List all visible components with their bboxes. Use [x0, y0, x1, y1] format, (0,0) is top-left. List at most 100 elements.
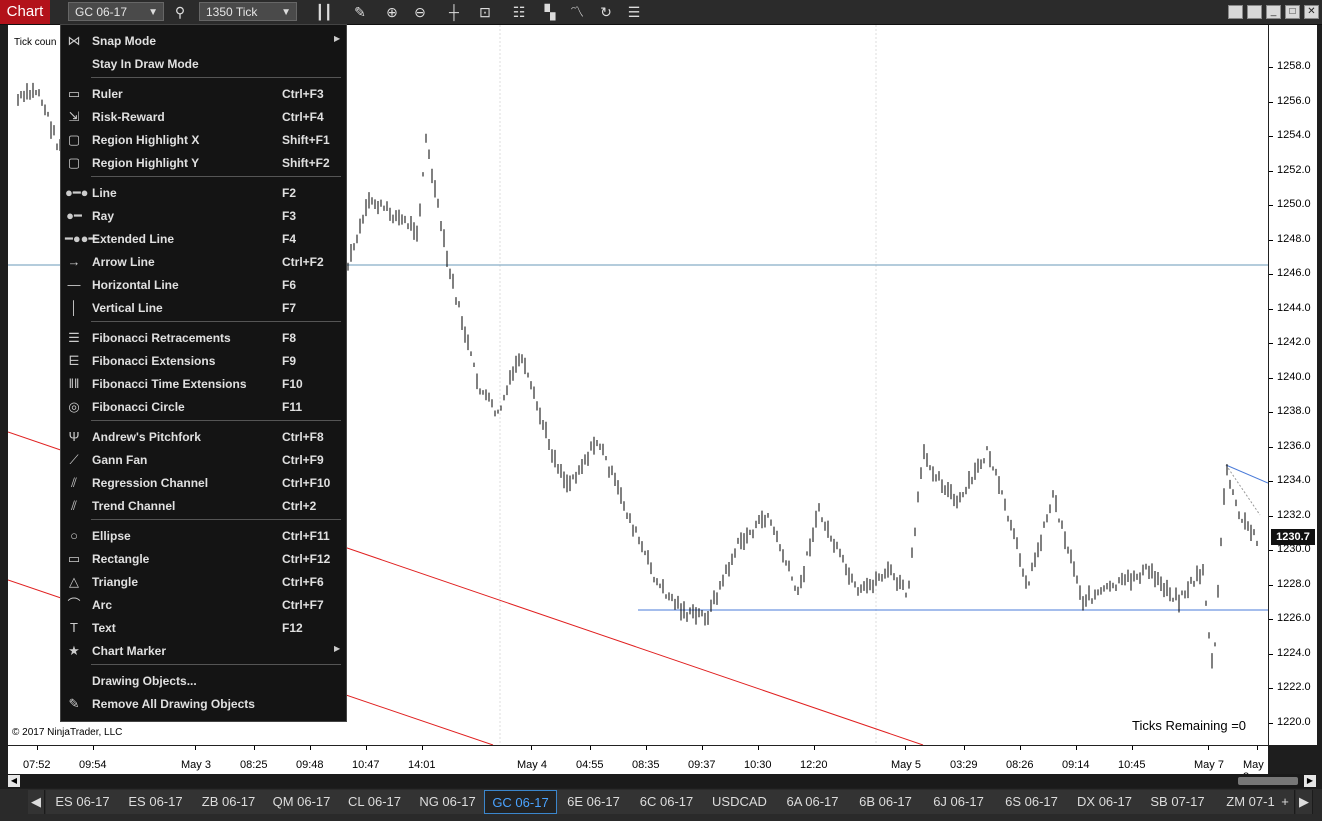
menu-item-shortcut: F3 [282, 209, 297, 223]
instrument-tab[interactable]: ES 06-17 [119, 790, 193, 814]
instrument-tabs: ◀ ES 06-17 ES 06-17 ZB 06-17 QM 06-17 CL 06-… [0, 789, 1322, 821]
instrument-tab[interactable]: NG 06-17 [411, 790, 485, 814]
arrow-line-icon: → [67, 254, 81, 269]
pencil-icon[interactable]: ✎ [354, 4, 366, 20]
window-tile-icon[interactable] [1247, 5, 1262, 19]
scroll-thumb[interactable] [1238, 777, 1298, 785]
menu-item-label: Fibonacci Time Extensions [92, 377, 247, 391]
instrument-tab[interactable]: 6J 06-17 [922, 790, 996, 814]
price-tick [1269, 67, 1273, 68]
data-box-icon[interactable]: ⊡ [479, 4, 491, 20]
menu-item-triangle[interactable]: △ Triangle Ctrl+F6 [61, 571, 346, 593]
time-tick [366, 746, 367, 750]
list-icon[interactable]: ☰ [627, 4, 641, 20]
menu-item-arc[interactable]: ⌒ Arc Ctrl+F7 [61, 594, 346, 616]
menu-item-fibonacci-retracements[interactable]: ☰ Fibonacci Retracements F8 [61, 327, 346, 349]
menu-item-shortcut: F8 [282, 331, 297, 345]
instrument-tab[interactable]: DX 06-17 [1068, 790, 1142, 814]
time-label: 08:25 [240, 759, 268, 771]
interval-selector[interactable]: 1350 Tick ▼ [199, 2, 297, 21]
search-icon[interactable]: ⚲ [174, 4, 186, 20]
instrument-tab[interactable]: USDCAD [703, 790, 777, 814]
chart-window-label[interactable]: Chart [0, 0, 50, 24]
price-bars [17, 82, 1258, 669]
price-axis[interactable]: 1230.7 1258.0 1256.0 1254.0 1252.0 1250.0 124… [1268, 25, 1317, 745]
zoom-in-icon[interactable]: ⊕ [386, 4, 398, 20]
menu-item-gann-fan[interactable]: ⟋ Gann Fan Ctrl+F9 [61, 449, 346, 471]
menu-item-vertical-line[interactable]: │ Vertical Line F7 [61, 297, 346, 319]
menu-item-label: Fibonacci Extensions [92, 354, 216, 368]
menu-item-regression-channel[interactable]: ⫽ Regression Channel Ctrl+F10 [61, 472, 346, 494]
menu-item-arrow-line[interactable]: → Arrow Line Ctrl+F2 [61, 251, 346, 273]
zoom-out-icon[interactable]: ⊖ [414, 4, 426, 20]
menu-item-ellipse[interactable]: ○ Ellipse Ctrl+F11 [61, 525, 346, 547]
menu-separator [91, 176, 341, 177]
instrument-tab[interactable]: 6S 06-17 [995, 790, 1069, 814]
maximize-icon[interactable]: □ [1285, 5, 1300, 19]
price-tick [1269, 343, 1273, 344]
strategies-icon[interactable]: 〽 [570, 4, 584, 20]
bar-type-icon[interactable]: ┃┃ [315, 4, 333, 20]
properties-icon[interactable]: ☷ [512, 4, 526, 20]
time-axis[interactable]: 07:52 09:54 May 3 08:25 09:48 10:47 14:01 May 4… [8, 745, 1268, 783]
menu-item-region-highlight-y[interactable]: ▢ Region Highlight Y Shift+F2 [61, 152, 346, 174]
menu-item-risk-reward[interactable]: ⇲ Risk-Reward Ctrl+F4 [61, 106, 346, 128]
instrument-tab[interactable]: ZB 06-17 [192, 790, 266, 814]
add-tab-icon[interactable]: + [1276, 790, 1295, 814]
minimize-icon[interactable]: _ [1266, 5, 1281, 19]
menu-item-snap-mode[interactable]: ⋈ Snap Mode ▶ [61, 30, 346, 52]
menu-item-ray[interactable]: ●━ Ray F3 [61, 205, 346, 227]
price-label: 1246.0 [1277, 267, 1311, 279]
window-tile-icon[interactable] [1228, 5, 1243, 19]
menu-item-label: Horizontal Line [92, 278, 179, 292]
menu-item-trend-channel[interactable]: ⫽ Trend Channel Ctrl+2 [61, 495, 346, 517]
menu-item-label: Ruler [92, 87, 123, 101]
tabs-scroll-right-icon[interactable]: ▶ [1296, 790, 1313, 814]
time-label: 10:47 [352, 759, 380, 771]
instrument-tab[interactable]: CL 06-17 [338, 790, 412, 814]
instrument-tab[interactable]: 6C 06-17 [630, 790, 704, 814]
menu-item-remove-all-drawing-objects[interactable]: ✎ Remove All Drawing Objects [61, 693, 346, 715]
instrument-selector[interactable]: GC 06-17 ▼ [68, 2, 164, 21]
menu-item-stay-in-draw-mode[interactable]: Stay In Draw Mode [61, 53, 346, 75]
menu-item-fibonacci-time-extensions[interactable]: ‖‖ Fibonacci Time Extensions F10 [61, 373, 346, 395]
scroll-right-icon[interactable]: ▶ [1304, 775, 1316, 787]
horizontal-scrollbar[interactable]: ◀ ▶ [8, 774, 1316, 788]
templates-icon[interactable]: ▚ [544, 4, 556, 20]
menu-item-andrew-s-pitchfork[interactable]: Ψ Andrew's Pitchfork Ctrl+F8 [61, 426, 346, 448]
instrument-tab[interactable]: ZM 07-1 [1214, 790, 1288, 814]
drawing-tools-menu: ⋈ Snap Mode ▶ Stay In Draw Mode ▭ Ruler Ctrl+F… [60, 24, 347, 722]
fib-circle-icon: ◎ [68, 399, 80, 414]
menu-item-rectangle[interactable]: ▭ Rectangle Ctrl+F12 [61, 548, 346, 570]
menu-item-label: Fibonacci Circle [92, 400, 185, 414]
instrument-tab[interactable]: ES 06-17 [46, 790, 120, 814]
instrument-tab[interactable]: GC 06-17 [484, 790, 557, 814]
instrument-tab[interactable]: 6E 06-17 [557, 790, 631, 814]
menu-item-shortcut: F11 [282, 400, 303, 414]
price-label: 1242.0 [1277, 336, 1311, 348]
menu-item-extended-line[interactable]: ━●●━ Extended Line F4 [61, 228, 346, 250]
crosshair-icon[interactable]: ┼ [449, 4, 459, 20]
menu-item-text[interactable]: T Text F12 [61, 617, 346, 639]
refresh-icon[interactable]: ↻ [600, 4, 612, 20]
menu-item-chart-marker[interactable]: ★ Chart Marker ▶ [61, 640, 346, 662]
tabs-scroll-left-icon[interactable]: ◀ [28, 790, 45, 814]
menu-item-fibonacci-extensions[interactable]: ⋿ Fibonacci Extensions F9 [61, 350, 346, 372]
instrument-tab[interactable]: QM 06-17 [265, 790, 339, 814]
menu-item-region-highlight-x[interactable]: ▢ Region Highlight X Shift+F1 [61, 129, 346, 151]
scroll-left-icon[interactable]: ◀ [8, 775, 20, 787]
menu-item-horizontal-line[interactable]: — Horizontal Line F6 [61, 274, 346, 296]
instrument-tab[interactable]: SB 07-17 [1141, 790, 1215, 814]
close-icon[interactable]: ✕ [1304, 5, 1319, 19]
menu-item-ruler[interactable]: ▭ Ruler Ctrl+F3 [61, 83, 346, 105]
submenu-arrow-icon: ▶ [334, 644, 341, 653]
menu-item-label: Risk-Reward [92, 110, 165, 124]
price-label: 1226.0 [1277, 612, 1311, 624]
menu-item-line[interactable]: ●━● Line F2 [61, 182, 346, 204]
instrument-tab[interactable]: 6B 06-17 [849, 790, 923, 814]
menu-item-fibonacci-circle[interactable]: ◎ Fibonacci Circle F11 [61, 396, 346, 418]
instrument-tab[interactable]: 6A 06-17 [776, 790, 850, 814]
menu-item-drawing-objects[interactable]: Drawing Objects... [61, 670, 346, 692]
time-label: 09:14 [1062, 759, 1090, 771]
time-label: 10:45 [1118, 759, 1146, 771]
